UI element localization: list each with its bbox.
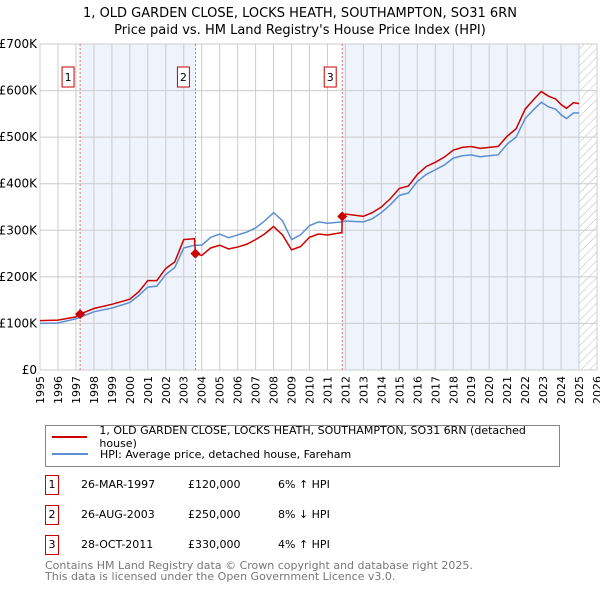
- shaded-period: [80, 44, 196, 370]
- x-tick-label: 2023: [537, 376, 550, 404]
- legend-label: HPI: Average price, detached house, Fare…: [100, 447, 352, 461]
- x-tick-label: 1998: [88, 376, 101, 404]
- sale-point: [190, 248, 201, 259]
- chart-subtitle: Price paid vs. HM Land Registry's House …: [114, 23, 486, 38]
- legend: 1, OLD GARDEN CLOSE, LOCKS HEATH, SOUTHA…: [45, 424, 560, 467]
- x-tick-label: 2001: [142, 376, 155, 404]
- sale-date: 26-MAR-1997: [81, 478, 156, 491]
- x-tick-label: 2015: [393, 376, 406, 404]
- x-tick-label: 2005: [214, 376, 227, 404]
- y-tick-label: £400K: [0, 177, 38, 191]
- x-tick-label: 2013: [357, 376, 370, 404]
- sale-label-box: [61, 66, 75, 88]
- price-paid-line: [39, 90, 580, 322]
- x-tick-label: 1996: [52, 376, 65, 404]
- sale-label: 2: [180, 71, 187, 84]
- x-tick-label: 2022: [519, 376, 532, 404]
- sale-point: [75, 309, 86, 320]
- x-tick-label: 2011: [321, 376, 334, 404]
- y-tick-label: £500K: [0, 130, 38, 144]
- footer-line: Contains HM Land Registry data © Crown c…: [45, 559, 473, 572]
- x-tick-label: 1995: [34, 376, 47, 404]
- x-tick-label: 2017: [429, 376, 442, 404]
- x-tick-label: 2002: [160, 376, 173, 404]
- sale-hpi-diff: 8% ↓ HPI: [278, 508, 330, 521]
- sale-price: £250,000: [188, 508, 241, 521]
- sale-label-box: [176, 66, 190, 88]
- x-tick-label: 2024: [555, 376, 568, 404]
- sale-hpi-diff: 4% ↑ HPI: [278, 538, 330, 551]
- x-tick-label: 2000: [124, 376, 137, 404]
- sale-number: 3: [45, 535, 59, 555]
- y-tick-label: £600K: [0, 84, 38, 98]
- x-tick-label: 2020: [483, 376, 496, 404]
- footer-line: This data is licensed under the Open Gov…: [45, 570, 396, 583]
- chart-title: 1, OLD GARDEN CLOSE, LOCKS HEATH, SOUTHA…: [83, 6, 517, 21]
- plot-border: [39, 43, 598, 371]
- legend-item-property: 1, OLD GARDEN CLOSE, LOCKS HEATH, SOUTHA…: [52, 424, 559, 450]
- x-tick-label: 2025: [573, 376, 586, 404]
- sale-hpi-diff: 6% ↑ HPI: [278, 478, 330, 491]
- sale-number: 2: [45, 505, 59, 525]
- sale-point: [337, 211, 348, 222]
- sale-date: 28-OCT-2011: [81, 538, 154, 551]
- x-tick-label: 2010: [304, 376, 317, 404]
- y-tick-label: £300K: [0, 223, 38, 237]
- y-tick-label: £200K: [0, 270, 38, 284]
- legend-swatch-blue: [52, 453, 88, 455]
- x-tick-label: 2004: [196, 376, 209, 404]
- plot-area: 1995 1996 1997 1998 1999 2000 2001 2002 2003 2004…: [0, 37, 600, 404]
- x-tick-label: 1997: [70, 376, 83, 404]
- sale-row: 1 26-MAR-1997 £120,000 6% ↑ HPI: [45, 475, 445, 495]
- x-tick-label: 2012: [339, 376, 352, 404]
- sale-row: 3 28-OCT-2011 £330,000 4% ↑ HPI: [45, 535, 445, 555]
- x-tick-label: 2014: [375, 376, 388, 404]
- legend-swatch-red: [52, 436, 88, 438]
- future-hatch: [579, 44, 597, 370]
- sale-date: 26-AUG-2003: [81, 508, 155, 521]
- x-tick-label: 2003: [178, 376, 191, 404]
- legend-label: 1, OLD GARDEN CLOSE, LOCKS HEATH, SOUTHA…: [99, 424, 526, 450]
- sale-row: 2 26-AUG-2003 £250,000 8% ↓ HPI: [45, 505, 445, 525]
- sale-price: £330,000: [188, 538, 241, 551]
- x-tick-label: 2021: [501, 376, 514, 404]
- y-tick-label: £700K: [0, 37, 38, 51]
- y-tick-label: £100K: [0, 316, 38, 330]
- sale-label: 1: [65, 71, 72, 84]
- x-tick-label: 2006: [232, 376, 245, 404]
- sale-price: £120,000: [188, 478, 241, 491]
- sale-label: 3: [327, 71, 334, 84]
- legend-item-hpi: HPI: Average price, detached house, Fare…: [52, 447, 351, 461]
- x-tick-label: 2007: [250, 376, 263, 404]
- x-tick-label: 2026: [591, 376, 600, 404]
- y-tick-label: £0: [22, 363, 37, 377]
- x-tick-label: 2008: [268, 376, 281, 404]
- x-tick-label: 2016: [411, 376, 424, 404]
- sale-label-box: [323, 66, 337, 88]
- x-tick-label: 2018: [447, 376, 460, 404]
- x-tick-label: 1999: [106, 376, 119, 404]
- sale-number: 1: [45, 475, 59, 495]
- footer: Contains HM Land Registry data © Crown c…: [45, 560, 473, 582]
- x-tick-label: 2019: [465, 376, 478, 404]
- x-tick-label: 2009: [286, 376, 299, 404]
